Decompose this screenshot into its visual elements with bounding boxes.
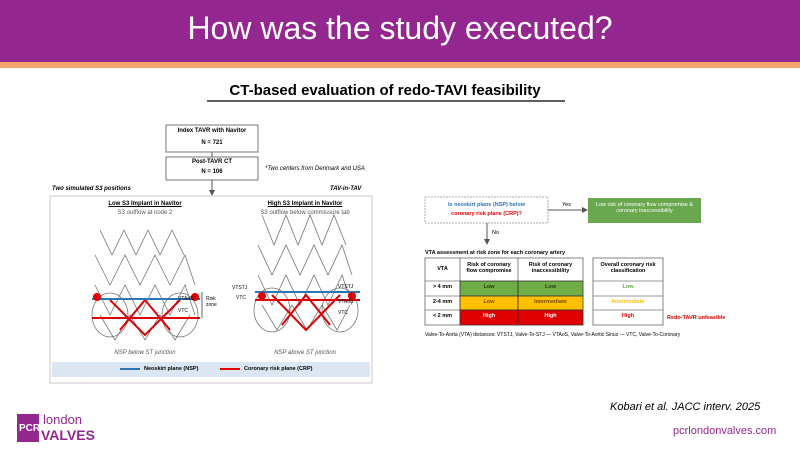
valve-low <box>91 229 199 341</box>
distance-label: VTAoS <box>178 296 194 302</box>
distance-label: VTSTJ <box>232 285 248 291</box>
legend-label: Neoskirt plane (NSP) <box>144 366 199 372</box>
coronary-dot <box>93 293 101 301</box>
table-cell: Low <box>483 299 495 305</box>
panel-caption: NSP below ST junction <box>114 350 176 356</box>
distance-label: VTSTJ <box>338 284 354 290</box>
row-label: < 2 mm <box>432 313 453 319</box>
distance-label: VTC <box>236 295 246 301</box>
header-stripe <box>0 62 800 68</box>
box-n: N = 721 <box>201 140 223 146</box>
table-header: Risk of coronary inaccessibility <box>528 262 573 275</box>
arrow-head <box>209 190 215 196</box>
panel-title: High S3 Implant in Navitor <box>267 201 343 207</box>
yes-label: Yes <box>562 202 571 208</box>
table-grid <box>424 257 664 326</box>
low-risk-text: Low risk of coronary flow compromise & c… <box>595 202 694 215</box>
table-header: Risk of coronary flow compromise <box>466 262 512 275</box>
low-risk-box <box>588 198 701 223</box>
table-cell: Low <box>545 284 556 290</box>
panel-label: Two simulated S3 positions <box>52 186 131 192</box>
subtitle: CT-based evaluation of redo-TAVI feasibi… <box>229 82 541 99</box>
question-box <box>424 196 549 224</box>
overall-cell: Low <box>622 284 634 290</box>
panel-title: Low S3 Implant in Navitor <box>108 201 182 207</box>
logo-pcr: PCR <box>19 423 41 434</box>
box-title: Index TAVR with Navitor <box>177 128 247 134</box>
title: How was the study executed? <box>187 10 613 46</box>
coronary-dot <box>258 292 266 300</box>
overall-cell: Intermediate <box>611 299 645 305</box>
arrow-head <box>582 207 588 213</box>
panel-caption: NSP above ST junction <box>274 350 336 356</box>
table-header: Overall coronary risk classification <box>600 262 656 275</box>
box-n: N = 106 <box>201 169 223 175</box>
panel-label: TAV-in-TAV <box>330 186 362 192</box>
logo-block <box>17 414 39 442</box>
logo-london: london <box>43 412 83 427</box>
table-cell: Low <box>483 284 495 290</box>
distance-label: VTAoS <box>338 299 354 305</box>
table-cell: High <box>544 313 557 319</box>
unfeasible-label: Redo-TAVR unfeasible <box>667 315 726 321</box>
table-cell: Intermediate <box>534 299 567 305</box>
arrow-head <box>484 239 490 245</box>
distance-label: VTC <box>178 308 188 314</box>
citation: Kobari et al. JACC interv. 2025 <box>610 401 761 413</box>
row-label: 2-4 mm <box>432 299 453 305</box>
url: pcrlondonvalves.com <box>673 425 777 437</box>
note: *Two centers from Denmark and USA <box>265 166 365 172</box>
footnote: Valve-To-Aorta (VTA) distances: VTSTJ, V… <box>425 332 681 338</box>
distance-label: VTC <box>338 310 348 316</box>
question: coronary risk plane (CRP)? <box>451 211 522 217</box>
overall-cell: High <box>621 313 635 319</box>
box <box>165 124 259 153</box>
valve-high <box>253 213 359 333</box>
panel-sub: S3 outflow at node 2 <box>117 210 173 216</box>
coronary-dot <box>348 292 356 300</box>
panel-sub: S3 outflow below commissure tab <box>260 210 350 216</box>
row-label: > 4 mm <box>432 284 453 290</box>
table-title: VTA assessment at risk zone for each cor… <box>425 250 566 256</box>
table-header: VTA <box>437 266 448 272</box>
panel-frame <box>49 195 373 384</box>
logo-valves: VALVES <box>41 427 95 443</box>
box-title: Post-TAVR CT <box>191 159 233 165</box>
legend-box <box>52 362 370 377</box>
table-cell: High <box>482 313 496 319</box>
risk-zone-label: Risk zone <box>206 296 217 308</box>
no-label: No <box>492 230 500 236</box>
header-bar <box>0 0 800 62</box>
coronary-dot <box>191 293 199 301</box>
legend-label: Coronary risk plane (CRP) <box>244 366 313 372</box>
question: Is neoskirt plane (NSP) below <box>447 202 526 208</box>
